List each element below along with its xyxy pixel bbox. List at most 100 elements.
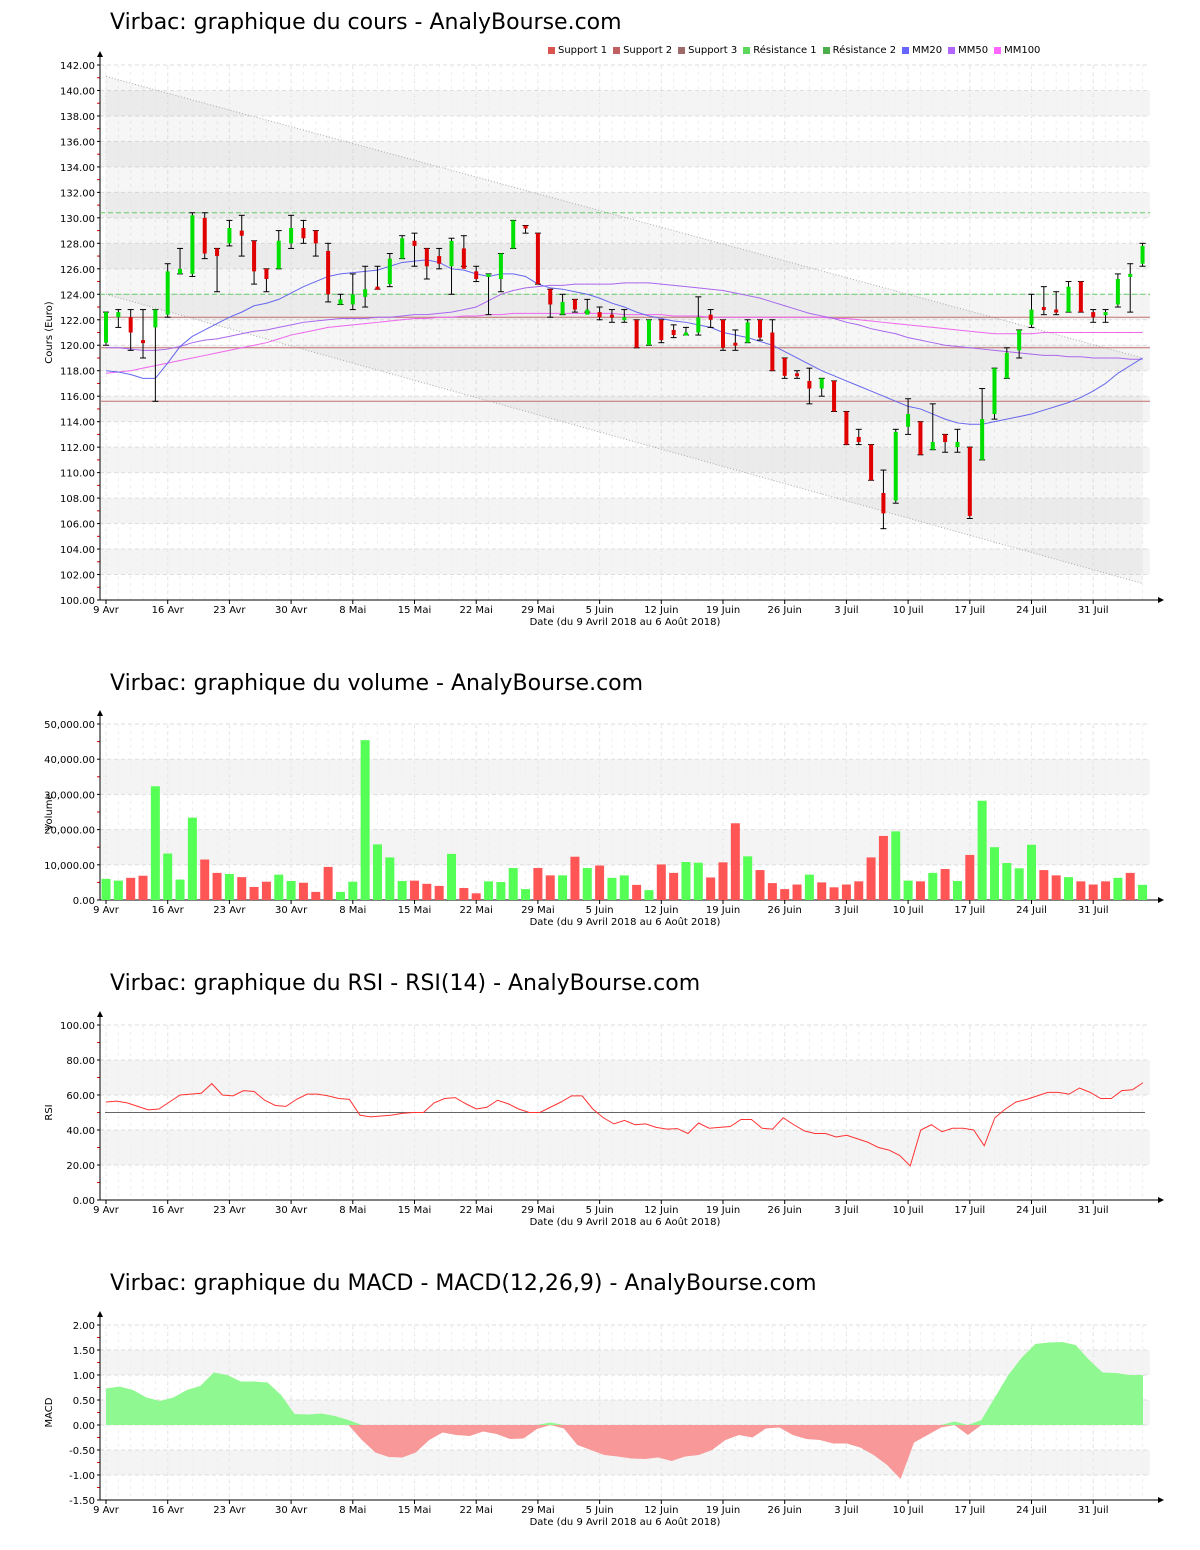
candle [251, 240, 258, 285]
svg-text:0.50: 0.50 [73, 1396, 95, 1407]
legend-item: Résistance 1 [743, 45, 817, 56]
svg-text:2.00: 2.00 [73, 1321, 95, 1332]
legend-label: Résistance 1 [753, 45, 817, 56]
svg-text:22 Mai: 22 Mai [459, 605, 492, 616]
candle [806, 367, 813, 405]
candle [337, 293, 344, 305]
volume-bar [1064, 877, 1074, 900]
candle [559, 293, 566, 316]
svg-text:3 Juil: 3 Juil [834, 605, 858, 616]
legend-item: Résistance 2 [822, 45, 896, 56]
volume-bar [397, 880, 407, 900]
svg-text:8 Mai: 8 Mai [339, 1505, 366, 1516]
svg-text:122.00: 122.00 [60, 316, 95, 327]
svg-text:5 Juin: 5 Juin [586, 1505, 614, 1516]
volume-bar [447, 853, 457, 900]
volume-bar [792, 884, 802, 900]
volume-bar [113, 880, 123, 900]
legend-swatch-icon [548, 47, 555, 54]
svg-text:RSI: RSI [44, 1104, 55, 1120]
candle [633, 319, 640, 349]
candle [868, 444, 875, 481]
svg-text:40.00: 40.00 [66, 1126, 95, 1137]
candle [436, 247, 443, 270]
volume-bar [311, 891, 321, 900]
svg-text:114.00: 114.00 [60, 418, 95, 429]
svg-text:3 Juil: 3 Juil [834, 1505, 858, 1516]
volume-bar [632, 884, 642, 900]
candle [1065, 281, 1072, 313]
volume-bar [1088, 884, 1098, 900]
svg-text:12 Juin: 12 Juin [644, 905, 678, 916]
volume-bar [891, 831, 901, 900]
svg-text:-1.00: -1.00 [69, 1471, 95, 1482]
volume-bar [656, 864, 666, 900]
volume-bar [237, 877, 247, 900]
candle [1127, 263, 1134, 313]
svg-text:-0.50: -0.50 [69, 1446, 95, 1457]
svg-text:100.00: 100.00 [60, 596, 95, 607]
svg-text:29 Mai: 29 Mai [521, 1505, 554, 1516]
volume-bar [150, 786, 160, 900]
svg-text:0.00: 0.00 [73, 896, 95, 907]
candle [349, 273, 356, 311]
svg-text:1.00: 1.00 [73, 1371, 95, 1382]
svg-text:130.00: 130.00 [60, 214, 95, 225]
candle [275, 230, 282, 270]
candle [781, 357, 788, 379]
svg-text:10,000.00: 10,000.00 [44, 861, 95, 872]
candle [522, 225, 529, 234]
legend-item: Support 3 [678, 45, 737, 56]
volume-bar [706, 877, 716, 900]
svg-text:116.00: 116.00 [60, 392, 95, 403]
volume-bar [372, 844, 382, 900]
volume-bar [804, 874, 814, 900]
volume-bar [521, 889, 531, 900]
candle [288, 214, 295, 249]
candle [658, 319, 665, 344]
volume-bar [607, 877, 617, 900]
svg-text:9 Avr: 9 Avr [93, 1505, 120, 1516]
price-chart: Virbac: graphique du cours - AnalyBourse… [0, 0, 1200, 640]
candle [473, 265, 480, 283]
svg-text:19 Juin: 19 Juin [706, 605, 740, 616]
candle [399, 235, 406, 260]
candle [645, 319, 652, 346]
volume-chart-plot: 0.00 10,000.00 20,000.00 30,000.00 40,000.00… [44, 710, 1164, 928]
svg-text:9 Avr: 9 Avr [93, 605, 120, 616]
svg-text:20.00: 20.00 [66, 1161, 95, 1172]
volume-bar [928, 872, 938, 900]
candle [325, 242, 332, 303]
svg-text:10 Juil: 10 Juil [893, 905, 924, 916]
volume-bar [348, 881, 358, 900]
candle [386, 253, 393, 288]
svg-text:50,000.00: 50,000.00 [44, 720, 95, 731]
svg-text:Date (du 9 Avril 2018 au 6 Aoû: Date (du 9 Avril 2018 au 6 Août 2018) [530, 1216, 721, 1228]
legend-label: Support 2 [623, 45, 673, 56]
svg-text:106.00: 106.00 [60, 520, 95, 531]
candle [1077, 281, 1084, 313]
volume-bar [1113, 877, 1123, 900]
svg-text:0.00: 0.00 [73, 1421, 95, 1432]
rsi-chart-plot: 0.00 20.00 40.00 60.00 80.00 100.00 9 Avr 16 Av… [44, 1011, 1164, 1228]
svg-text:5 Juin: 5 Juin [586, 605, 614, 616]
candle [362, 265, 369, 308]
legend-swatch-icon [902, 47, 910, 54]
volume-bar [730, 823, 740, 900]
svg-text:17 Juil: 17 Juil [954, 1205, 985, 1216]
candle [670, 324, 677, 339]
candle [1003, 347, 1010, 379]
volume-bar [410, 880, 419, 900]
volume-bar [1051, 875, 1061, 900]
candle [571, 298, 578, 313]
svg-text:Date (du 9 Avril 2018 au 6 Aoû: Date (du 9 Avril 2018 au 6 Août 2018) [530, 616, 721, 628]
svg-text:30 Avr: 30 Avr [275, 605, 308, 616]
volume-bar [496, 882, 506, 900]
volume-bar [1039, 870, 1049, 900]
svg-text:10 Juil: 10 Juil [893, 605, 924, 616]
volume-bar [755, 870, 765, 900]
volume-bar [915, 881, 925, 900]
svg-text:12 Juin: 12 Juin [644, 1205, 678, 1216]
candle [744, 319, 751, 344]
volume-bar [558, 875, 568, 900]
